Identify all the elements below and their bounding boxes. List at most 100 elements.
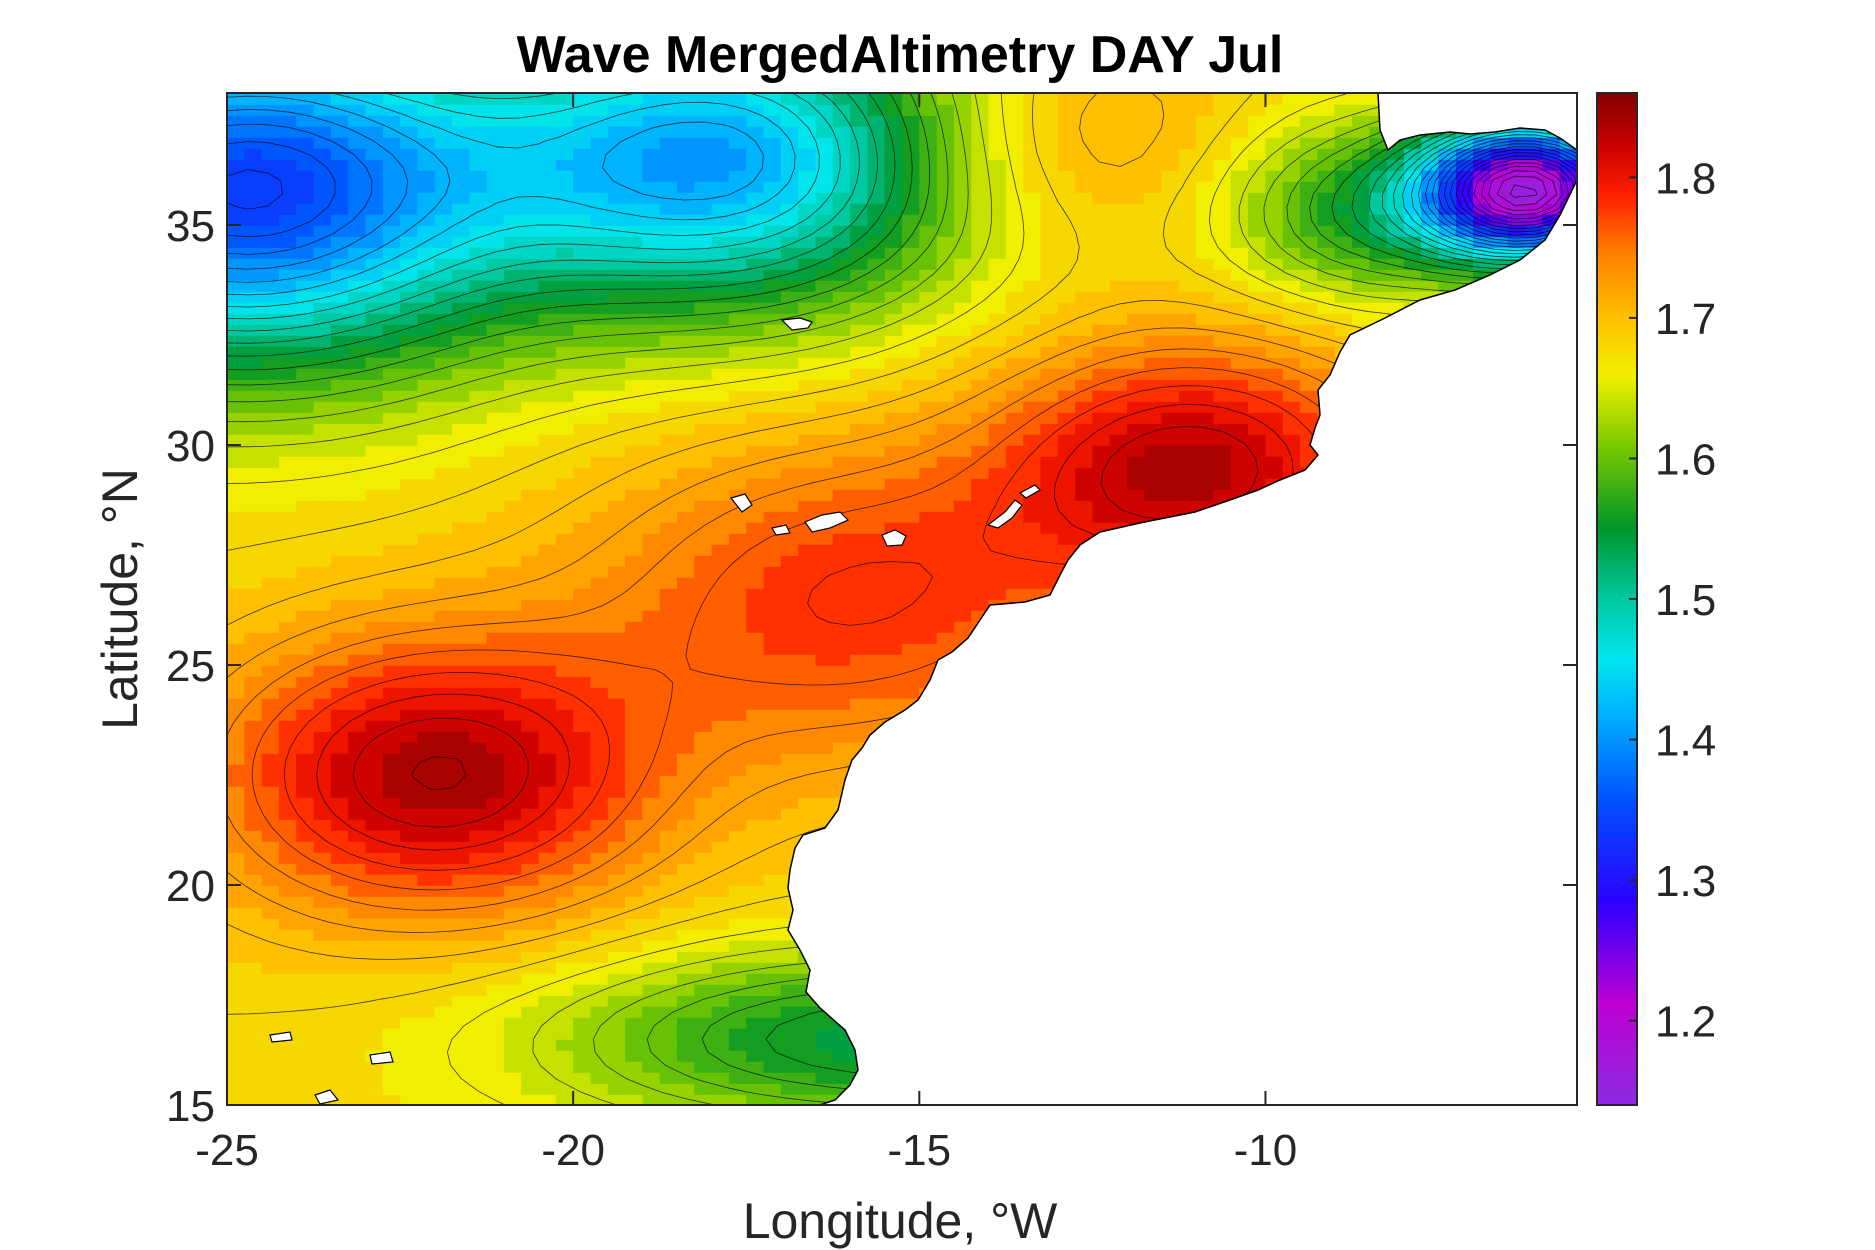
field-cell: [746, 830, 765, 842]
field-cell: [1144, 357, 1163, 369]
field-cell: [278, 291, 298, 303]
field-cell: [434, 346, 453, 358]
field-cell: [486, 236, 505, 248]
field-cell: [452, 368, 471, 380]
field-cell: [296, 137, 315, 149]
field-cell: [417, 874, 436, 886]
field-cell: [625, 874, 644, 886]
field-cell: [434, 808, 453, 820]
field-cell: [1005, 566, 1024, 578]
field-cell: [521, 1072, 540, 1084]
field-cell: [590, 808, 609, 820]
field-cell: [711, 225, 730, 237]
field-cell: [884, 390, 903, 402]
field-cell: [763, 731, 782, 743]
field-cell: [555, 423, 574, 435]
field-cell: [763, 412, 782, 424]
field-cell: [365, 1006, 384, 1018]
field-cell: [555, 346, 574, 358]
field-cell: [884, 577, 903, 589]
field-cell: [711, 1028, 730, 1040]
field-cell: [971, 214, 990, 226]
field-cell: [365, 709, 384, 721]
field-cell: [780, 445, 799, 457]
field-cell: [884, 115, 903, 127]
field-cell: [417, 720, 436, 732]
field-cell: [555, 940, 574, 952]
field-cell: [313, 1050, 332, 1062]
field-cell: [573, 588, 592, 600]
field-cell: [607, 918, 626, 930]
field-cell: [521, 1017, 540, 1029]
field-cell: [798, 313, 817, 325]
field-cell: [607, 126, 626, 138]
field-cell: [330, 819, 349, 831]
field-cell: [1075, 258, 1094, 270]
field-cell: [434, 489, 453, 501]
field-cell: [1040, 225, 1059, 237]
field-cell: [261, 610, 280, 622]
field-cell: [971, 181, 990, 193]
field-cell: [625, 522, 644, 534]
field-cell: [296, 588, 315, 600]
field-cell: [625, 489, 644, 501]
field-cell: [452, 555, 471, 567]
field-cell: [832, 731, 851, 743]
field-cell: [659, 434, 678, 446]
field-cell: [503, 1006, 523, 1018]
field-cell: [555, 841, 574, 853]
field-cell: [798, 610, 817, 622]
field-cell: [244, 940, 263, 952]
field-cell: [417, 588, 436, 600]
field-cell: [573, 698, 592, 710]
field-cell: [659, 643, 678, 655]
field-cell: [780, 698, 799, 710]
field-cell: [330, 731, 349, 743]
field-cell: [798, 104, 817, 116]
field-cell: [867, 159, 886, 171]
field-cell: [711, 148, 730, 160]
field-cell: [313, 764, 332, 776]
field-cell: [642, 104, 661, 116]
field-cell: [382, 698, 401, 710]
field-cell: [400, 797, 419, 809]
field-cell: [1057, 269, 1076, 281]
field-cell: [244, 445, 263, 457]
field-cell: [365, 1017, 384, 1029]
field-cell: [815, 247, 834, 259]
field-cell: [867, 665, 886, 677]
field-cell: [763, 896, 782, 908]
field-cell: [417, 1094, 436, 1105]
field-cell: [348, 346, 367, 358]
field-cell: [486, 742, 505, 754]
field-cell: [452, 885, 471, 897]
field-cell: [348, 511, 367, 523]
field-cell: [746, 599, 765, 611]
field-cell: [1075, 346, 1094, 358]
field-cell: [902, 621, 921, 633]
field-cell: [244, 478, 263, 490]
field-cell: [469, 1028, 488, 1040]
field-cell: [659, 379, 678, 391]
field-cell: [227, 456, 246, 468]
field-cell: [971, 104, 990, 116]
field-cell: [694, 1028, 713, 1040]
field-cell: [625, 258, 644, 270]
field-cell: [486, 489, 505, 501]
field-cell: [902, 654, 921, 666]
field-cell: [988, 258, 1007, 270]
field-cell: [625, 808, 644, 820]
field-cell: [711, 137, 730, 149]
field-cell: [348, 720, 367, 732]
field-cell: [936, 291, 955, 303]
field-cell: [452, 951, 471, 963]
field-cell: [573, 709, 592, 721]
field-cell: [417, 984, 436, 996]
field-cell: [486, 588, 505, 600]
field-cell: [278, 434, 298, 446]
field-cell: [261, 632, 280, 644]
field-cell: [521, 687, 540, 699]
field-cell: [607, 379, 626, 391]
field-cell: [330, 566, 349, 578]
field-cell: [815, 269, 834, 281]
